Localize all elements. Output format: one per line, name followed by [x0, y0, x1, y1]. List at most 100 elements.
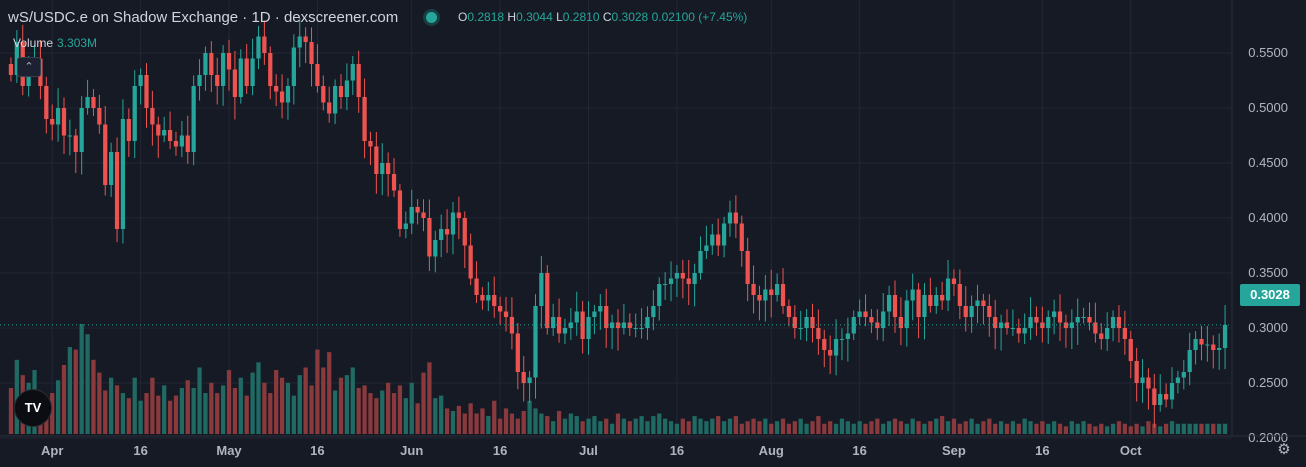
candle-body	[663, 284, 668, 285]
candle-body	[1181, 372, 1186, 378]
candle-body	[356, 64, 361, 97]
candle-body	[344, 80, 350, 97]
volume-bar	[592, 416, 597, 434]
volume-bar	[686, 421, 691, 434]
volume-bar	[356, 387, 361, 434]
candle-body	[185, 135, 190, 152]
volume-bar	[845, 421, 850, 434]
candle-body	[1217, 348, 1222, 350]
volume-bar	[940, 416, 945, 434]
candle-body	[109, 152, 114, 185]
candle-body	[268, 53, 273, 86]
volume-bar	[268, 393, 273, 434]
volume-bar	[444, 408, 450, 434]
y-tick-label: 0.4500	[1248, 155, 1288, 170]
volume-bar	[898, 421, 904, 434]
candle-body	[492, 295, 497, 306]
volume-bar	[1128, 426, 1133, 434]
volume-bar	[515, 418, 520, 434]
candle-body	[704, 245, 709, 251]
candle-body	[238, 58, 243, 97]
candle-body	[886, 295, 892, 312]
volume-bar	[391, 393, 397, 434]
x-tick-label: 16	[1035, 443, 1049, 458]
candle-body	[757, 295, 762, 301]
candle-body	[250, 58, 255, 86]
candle-body	[486, 295, 491, 301]
candle-body	[928, 295, 933, 306]
volume-bar	[981, 421, 986, 434]
volume-bar	[321, 367, 326, 434]
volume-bar	[226, 370, 232, 434]
candle-body	[1110, 317, 1116, 328]
candle-body	[362, 97, 367, 141]
volume-bar	[109, 377, 114, 434]
volume-bar	[132, 377, 137, 434]
volume-bar	[1199, 423, 1204, 434]
volume-bar	[1146, 421, 1151, 434]
candle-body	[981, 300, 986, 306]
volume-bar	[250, 372, 255, 434]
candle-body	[533, 306, 538, 378]
candle-body	[521, 372, 526, 383]
volume-bar	[1075, 423, 1080, 434]
volume-bar	[822, 423, 827, 434]
high-label: H	[507, 10, 517, 24]
candle-body	[604, 306, 609, 328]
candle-body	[892, 295, 898, 317]
volume-bar	[315, 349, 320, 434]
volume-bar	[1057, 423, 1063, 434]
candle-body	[934, 295, 939, 306]
volume-bar	[957, 423, 962, 434]
chevron-up-icon[interactable]: ⌃	[17, 57, 41, 77]
volume-bar	[721, 421, 727, 434]
candle-body	[232, 69, 238, 97]
y-tick-label: 0.2000	[1248, 430, 1288, 445]
close-label: C	[602, 10, 612, 24]
volume-bar	[415, 403, 420, 434]
candle-body	[1099, 333, 1104, 339]
candle-body	[987, 306, 992, 317]
candle-body	[450, 212, 456, 235]
tradingview-logo[interactable]: TV	[14, 389, 52, 427]
candle-body	[1081, 317, 1086, 318]
volume-bar	[386, 382, 391, 434]
volume-bar	[716, 416, 721, 434]
volume-bar	[103, 390, 108, 434]
volume-bar	[1122, 423, 1127, 434]
candle-body	[132, 86, 137, 141]
volume-bar	[1175, 423, 1181, 434]
volume-bar	[780, 418, 786, 434]
gear-icon[interactable]: ⚙	[1277, 441, 1291, 458]
candle-body	[998, 322, 1004, 328]
volume-bar	[474, 413, 479, 434]
volume-bar	[562, 418, 568, 434]
volume-bar	[945, 421, 951, 434]
volume-bar	[568, 413, 573, 434]
volume-bar	[786, 423, 792, 434]
volume-bar	[203, 393, 208, 434]
volume-bar	[1158, 426, 1163, 434]
volume-bar	[551, 421, 556, 434]
x-tick-label: 16	[852, 443, 866, 458]
candle-body	[368, 141, 373, 147]
volume-bar	[545, 416, 550, 434]
candle-body	[427, 218, 432, 257]
volume-bar	[79, 324, 84, 434]
volume-bar	[775, 421, 780, 434]
volume-bar	[987, 418, 992, 434]
candle-body	[710, 234, 715, 246]
candle-body	[828, 350, 833, 356]
volume-bar	[745, 421, 750, 434]
volume-bar	[875, 418, 880, 434]
volume-bar	[539, 413, 544, 434]
candle-body	[197, 75, 202, 86]
candle-body	[1093, 322, 1098, 334]
candle-body	[215, 75, 220, 86]
change-value: 0.02100 (+7.45%)	[651, 10, 748, 24]
volume-bar	[126, 398, 131, 434]
candle-body	[350, 64, 355, 81]
high-value: 0.3044	[516, 10, 553, 24]
candle-body	[1211, 344, 1216, 350]
